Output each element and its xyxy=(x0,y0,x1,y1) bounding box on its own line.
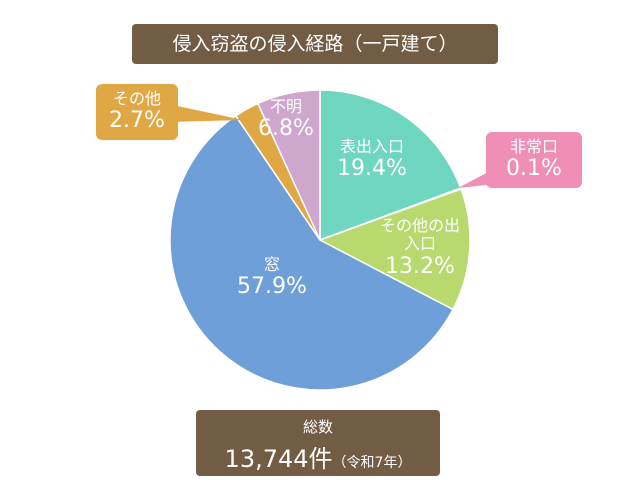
total-note: （令和7年） xyxy=(332,455,412,471)
category-label: その他 xyxy=(112,89,161,108)
callout-pointer xyxy=(168,104,243,122)
value-label: 13.2% xyxy=(385,253,455,279)
pie-slice xyxy=(319,89,462,242)
pie-slice xyxy=(318,188,471,311)
value-label: 0.1% xyxy=(506,156,562,182)
total-value: 13,744件 xyxy=(224,445,333,473)
chart-title: 侵入窃盗の侵入経路（一戸建て） xyxy=(132,24,498,64)
category-label: その他の出入口 xyxy=(380,215,461,254)
total-box: 総数 13,744件（令和7年） xyxy=(196,410,440,476)
category-label: 表出入口 xyxy=(339,137,405,157)
total-label: 総数 xyxy=(302,418,333,436)
value-label: 57.9% xyxy=(237,274,307,300)
category-label: 非常口 xyxy=(509,137,558,156)
slice-label: その他の出入口 13.2% xyxy=(380,215,461,279)
callout-label: その他 2.7% xyxy=(96,84,178,140)
slice-label: 不明 6.8% xyxy=(258,97,314,142)
pie-slice xyxy=(169,114,454,391)
value-label: 6.8% xyxy=(258,116,314,142)
value-label: 19.4% xyxy=(337,156,407,182)
slice-label: 表出入口 19.4% xyxy=(337,137,407,182)
pie-slice xyxy=(256,89,321,241)
category-label: 窓 xyxy=(263,255,281,275)
value-label: 2.7% xyxy=(109,108,165,134)
slice-label: 窓 57.9% xyxy=(237,255,307,300)
callout-label: 非常口 0.1% xyxy=(486,132,582,188)
category-label: 不明 xyxy=(269,97,302,117)
